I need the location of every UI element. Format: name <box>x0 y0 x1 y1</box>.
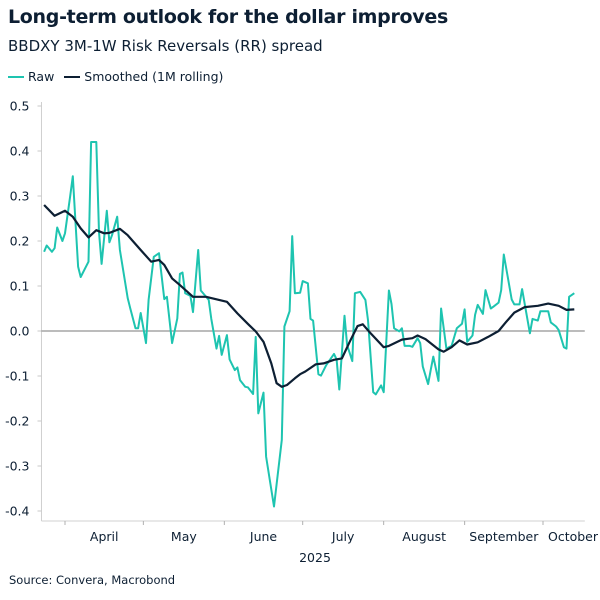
legend-label-raw: Raw <box>28 69 55 84</box>
x-tick-label: September <box>469 529 539 544</box>
series-line-smoothed <box>43 204 575 388</box>
x-tick-label: July <box>331 529 355 544</box>
y-tick-label: -0.3 <box>5 459 29 474</box>
y-tick-label: 0.1 <box>10 279 30 294</box>
x-axis-title: 2025 <box>299 550 331 565</box>
legend-item-smoothed: Smoothed (1M rolling) <box>64 69 223 84</box>
legend-label-smoothed: Smoothed (1M rolling) <box>84 69 224 84</box>
y-tick-label: -0.2 <box>5 414 29 429</box>
y-tick-label: -0.4 <box>5 504 29 519</box>
series-line-raw <box>43 141 575 508</box>
y-tick-label: 0.4 <box>10 144 30 159</box>
legend-swatch-smoothed <box>64 75 81 78</box>
x-tick-label: May <box>171 529 197 544</box>
chart-title: Long-term outlook for the dollar improve… <box>8 6 448 28</box>
legend-swatch-raw <box>8 75 24 78</box>
y-tick-label: 0.5 <box>10 99 30 114</box>
y-tick-label: -0.1 <box>5 369 29 384</box>
x-tick-label: June <box>249 529 278 544</box>
legend-item-raw: Raw <box>8 69 54 84</box>
legend: Raw Smoothed (1M rolling) <box>8 69 233 84</box>
x-tick-label: August <box>402 529 446 544</box>
x-tick-label: April <box>90 529 119 544</box>
y-tick-label: 0.0 <box>10 324 30 339</box>
y-tick-label: 0.3 <box>10 189 30 204</box>
x-tick-label: October <box>548 529 599 544</box>
source-note: Source: Convera, Macrobond <box>9 573 176 587</box>
chart-subtitle: BBDXY 3M-1W Risk Reversals (RR) spread <box>8 37 323 55</box>
y-tick-label: 0.2 <box>10 234 30 249</box>
